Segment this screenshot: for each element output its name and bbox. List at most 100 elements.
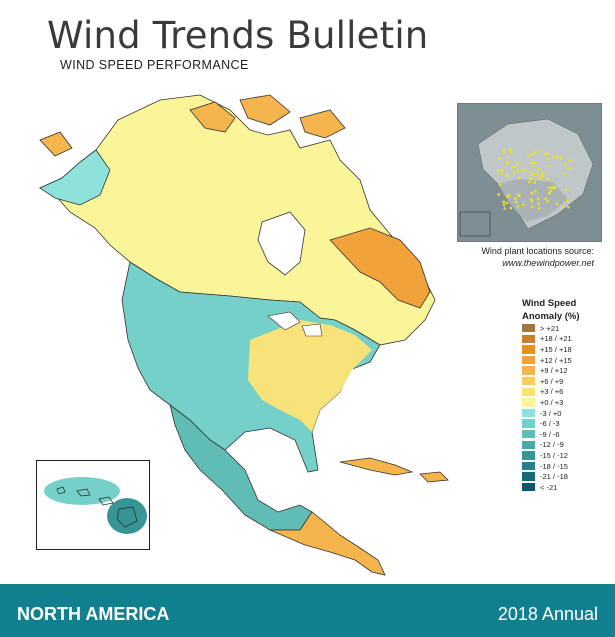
legend-swatch	[522, 387, 535, 397]
wind-plant-marker	[559, 156, 563, 159]
legend-swatch	[522, 408, 535, 418]
central-america	[269, 511, 386, 576]
legend-swatch	[522, 419, 535, 428]
legend-item: -12 / -9	[522, 440, 612, 451]
hawaii-inset	[36, 460, 150, 550]
legend-label: +3 / +6	[540, 387, 564, 397]
wind-plant-marker	[516, 161, 520, 165]
hawaii-map	[44, 477, 147, 534]
legend-label: -15 / -12	[540, 450, 568, 460]
wind-plant-marker	[505, 201, 509, 205]
wind-plant-marker	[527, 154, 530, 157]
legend-rows: > +21 +18 / +21 +15 / +18 +12 / +15 +9 / +12…	[522, 323, 612, 493]
wind-plant-marker	[514, 165, 517, 169]
legend-label: +15 / +18	[540, 344, 572, 354]
legend-item: -9 / -6	[522, 429, 612, 440]
wind-plant-marker	[521, 169, 524, 172]
wind-plant-marker	[501, 169, 505, 172]
wind-plant-marker	[530, 161, 533, 165]
legend-label: -18 / -15	[540, 461, 568, 471]
legend-swatch	[522, 483, 535, 492]
footer-region: NORTH AMERICA	[17, 604, 170, 624]
wind-plant-marker	[512, 171, 516, 174]
wind-plant-marker	[516, 169, 520, 172]
wind-plant-marker	[563, 172, 566, 176]
wind-plant-marker	[566, 199, 569, 202]
wind-plant-marker	[522, 203, 525, 207]
legend-item: +6 / +9	[522, 376, 612, 387]
wind-plant-marker	[538, 149, 541, 152]
wind-plant-marker	[509, 206, 513, 210]
wind-plant-marker	[538, 176, 542, 180]
legend-swatch	[522, 334, 535, 344]
footer-bar: NORTH AMERICA 2018 Annual	[0, 584, 615, 637]
wind-plant-marker	[537, 197, 540, 201]
legend-label: +18 / +21	[540, 334, 572, 344]
legend-label: > +21	[540, 323, 560, 333]
wind-plant-marker	[523, 168, 526, 172]
wind-plant-marker	[513, 197, 517, 201]
legend-item: < -21	[522, 482, 612, 493]
legend-label: +6 / +9	[540, 376, 564, 386]
legend-swatch	[522, 366, 535, 375]
wind-plant-marker	[529, 170, 533, 173]
wind-plant-marker	[529, 177, 533, 180]
wind-plant-marker	[555, 202, 559, 206]
legend-title-line1: Wind Speed	[522, 298, 577, 309]
wind-plant-marker	[546, 199, 549, 203]
wind-plant-marker	[516, 205, 520, 208]
inset-caption-source: www.thewindpower.net	[502, 258, 594, 268]
footer-period: 2018 Annual	[497, 604, 598, 624]
north-america-anomaly-map	[39, 94, 449, 576]
legend-item: +12 / +15	[522, 355, 612, 366]
wind-plant-marker	[546, 152, 549, 155]
wind-plant-marker	[529, 198, 533, 201]
wind-plant-marker	[530, 153, 534, 156]
wind-plant-marker	[537, 207, 541, 210]
wind-plant-marker	[548, 191, 551, 195]
wind-plant-marker	[533, 181, 537, 184]
wind-plant-marker	[549, 189, 553, 193]
great-lakes	[267, 311, 323, 337]
cuba-island	[339, 457, 414, 476]
legend-swatch	[522, 398, 535, 407]
wind-plant-marker	[540, 175, 544, 179]
legend-item: -6 / -3	[522, 418, 612, 429]
legend-swatch	[522, 472, 535, 481]
wind-plant-marker	[530, 174, 534, 177]
wind-plant-marker	[506, 161, 510, 164]
legend-label: -12 / -9	[540, 440, 564, 450]
legend-label: +9 / +12	[540, 366, 568, 376]
wind-plant-marker	[502, 149, 506, 152]
wind-plant-marker	[502, 200, 506, 204]
legend-item: -3 / +0	[522, 408, 612, 419]
wind-plant-marker	[547, 186, 551, 190]
wind-plant-marker	[509, 147, 512, 151]
eastern-us-positive	[248, 320, 372, 432]
wind-plant-marker	[561, 205, 564, 209]
wind-plant-marker	[508, 194, 511, 197]
wind-plant-marker	[528, 180, 531, 184]
wind-plant-marker	[547, 164, 550, 168]
legend-item: +0 / +3	[522, 397, 612, 408]
wind-plant-marker	[517, 193, 520, 197]
wind-plant-marker	[556, 155, 559, 159]
inset-caption-line1: Wind plant locations source:	[481, 246, 594, 256]
inset-caption: Wind plant locations source: www.thewind…	[481, 245, 594, 269]
hispaniola-island	[419, 471, 449, 483]
legend-item: +9 / +12	[522, 365, 612, 376]
wind-plant-marker	[547, 157, 550, 160]
wind-plant-marker	[541, 171, 545, 175]
wind-plant-marker	[550, 186, 554, 189]
legend-item: -18 / -15	[522, 461, 612, 472]
wind-plant-marker	[544, 197, 547, 201]
wind-plant-marker	[552, 186, 556, 189]
wind-plant-marker	[533, 150, 537, 154]
northeast-canada-orange	[329, 227, 431, 309]
wind-plant-marker	[500, 172, 503, 175]
legend-item: +3 / +6	[522, 387, 612, 398]
legend-item: +18 / +21	[522, 334, 612, 345]
legend-swatch	[522, 440, 535, 450]
wind-plant-marker	[532, 161, 535, 165]
wind-plant-marker	[531, 205, 534, 209]
